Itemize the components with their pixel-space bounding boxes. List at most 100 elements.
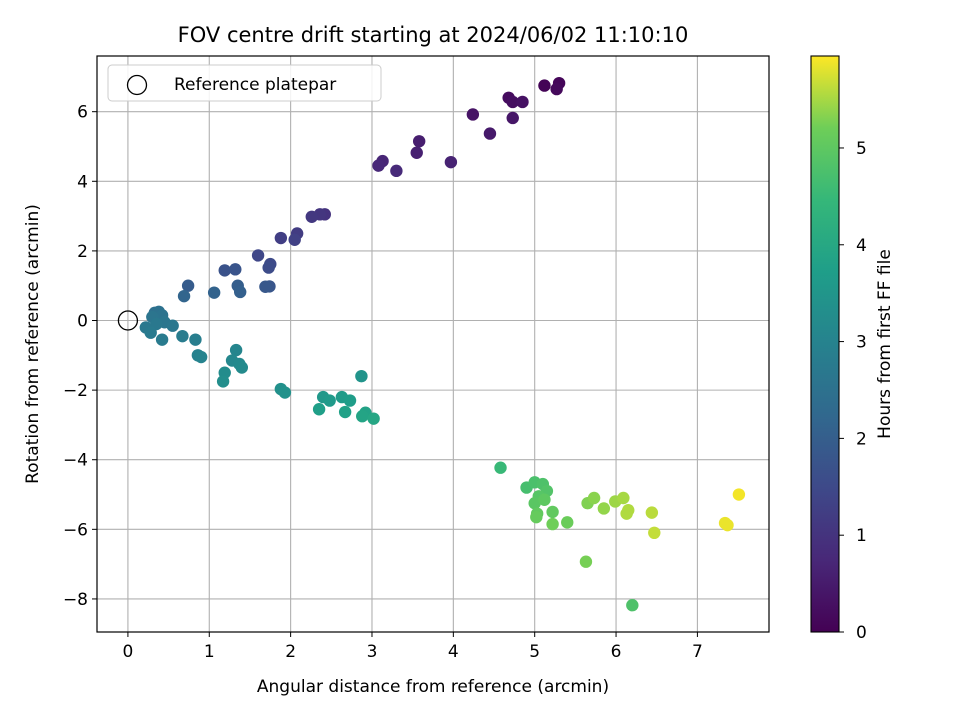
colorbar-gradient	[811, 56, 839, 632]
y-tick-label: 6	[77, 103, 88, 123]
colorbar-tick-label: 0	[856, 623, 867, 643]
data-point	[483, 127, 497, 140]
data-point	[189, 333, 202, 346]
legend-marker-reference	[126, 74, 148, 96]
x-axis-label: Angular distance from reference (arcmin)	[257, 677, 609, 697]
data-point	[181, 279, 195, 292]
data-point	[579, 555, 593, 568]
data-point	[288, 233, 301, 246]
data-point	[721, 518, 734, 532]
colorbar-ticks: 0 1 2 3 4 5	[839, 139, 867, 643]
data-point	[648, 526, 661, 540]
legend-box	[107, 64, 382, 102]
x-tick-label: 1	[204, 642, 215, 662]
data-point	[229, 263, 242, 276]
colorbar-tick-label: 3	[856, 333, 867, 353]
colorbar-label: Hours from first FF file	[875, 249, 895, 439]
data-point	[367, 412, 380, 425]
data-point	[506, 111, 519, 125]
grid-lines	[97, 56, 769, 632]
colorbar-tick-label: 2	[856, 429, 867, 449]
data-point	[274, 231, 288, 245]
data-point	[561, 516, 574, 529]
data-point	[550, 82, 563, 96]
data-point	[144, 326, 157, 339]
data-point	[176, 329, 189, 343]
data-point	[390, 164, 403, 178]
data-point	[235, 361, 249, 374]
data-point	[372, 159, 385, 172]
colorbar-tick-label: 5	[856, 139, 867, 159]
y-axis-label: Rotation from reference (arcmin)	[23, 204, 43, 484]
data-point	[262, 261, 275, 274]
data-point	[312, 403, 326, 416]
data-point	[597, 502, 611, 515]
data-point	[259, 280, 272, 293]
data-point	[626, 599, 639, 612]
colorbar-tick-label: 1	[856, 526, 867, 546]
data-point	[732, 488, 746, 501]
data-point	[494, 461, 507, 474]
y-axis-ticks: −8 −6 −4 −2 0 2 4 6	[63, 103, 97, 610]
data-point	[412, 135, 426, 148]
x-tick-label: 0	[123, 642, 134, 662]
data-point	[323, 394, 336, 407]
data-point	[355, 369, 368, 383]
data-point	[538, 493, 551, 506]
colorbar: 0 1 2 3 4 5 Hours from first FF file	[810, 55, 895, 643]
x-axis-ticks: 0 1 2 3 4 5 6 7	[123, 632, 703, 662]
legend-entry-reference: Reference platepar	[174, 75, 336, 95]
legend: Reference platepar	[107, 64, 382, 102]
data-point	[617, 491, 630, 505]
data-point	[587, 491, 601, 505]
reference-marker	[117, 310, 139, 331]
data-point	[251, 249, 265, 262]
data-point	[444, 155, 458, 169]
y-tick-label: −4	[63, 451, 88, 471]
data-point	[216, 375, 230, 388]
x-tick-label: 4	[448, 642, 459, 662]
data-point	[305, 210, 318, 223]
data-point	[546, 517, 559, 531]
chart-title: FOV centre drift starting at 2024/06/02 …	[178, 23, 689, 47]
data-point	[530, 510, 543, 524]
data-point	[233, 285, 247, 299]
data-point	[546, 505, 559, 519]
y-tick-label: 0	[77, 312, 88, 332]
x-tick-label: 5	[529, 642, 540, 662]
colorbar-frame	[810, 55, 840, 633]
data-point	[229, 343, 243, 357]
data-point	[166, 319, 179, 332]
data-point	[645, 506, 659, 519]
data-point	[466, 108, 480, 121]
data-point	[410, 146, 423, 159]
colorbar-tick-label: 4	[856, 236, 867, 256]
data-point	[622, 503, 635, 517]
data-point	[218, 264, 231, 277]
data-points	[117, 76, 746, 612]
x-tick-label: 3	[367, 642, 378, 662]
data-point	[356, 410, 369, 423]
data-point	[338, 405, 352, 419]
data-point	[278, 386, 292, 399]
y-tick-label: 2	[77, 242, 88, 262]
y-tick-label: −6	[63, 520, 88, 540]
y-tick-label: −8	[63, 590, 88, 610]
plot-area-frame	[96, 55, 770, 633]
data-point	[194, 350, 208, 364]
data-point	[506, 95, 519, 109]
data-point	[207, 286, 221, 299]
x-tick-label: 2	[285, 642, 296, 662]
y-tick-label: 4	[77, 172, 88, 192]
data-point	[155, 333, 169, 346]
x-tick-label: 7	[692, 642, 703, 662]
data-point	[177, 289, 191, 303]
data-point	[343, 394, 357, 407]
y-tick-label: −2	[63, 381, 88, 401]
data-point	[538, 79, 551, 92]
data-point	[528, 497, 541, 510]
x-tick-label: 6	[611, 642, 622, 662]
data-point	[516, 95, 529, 109]
